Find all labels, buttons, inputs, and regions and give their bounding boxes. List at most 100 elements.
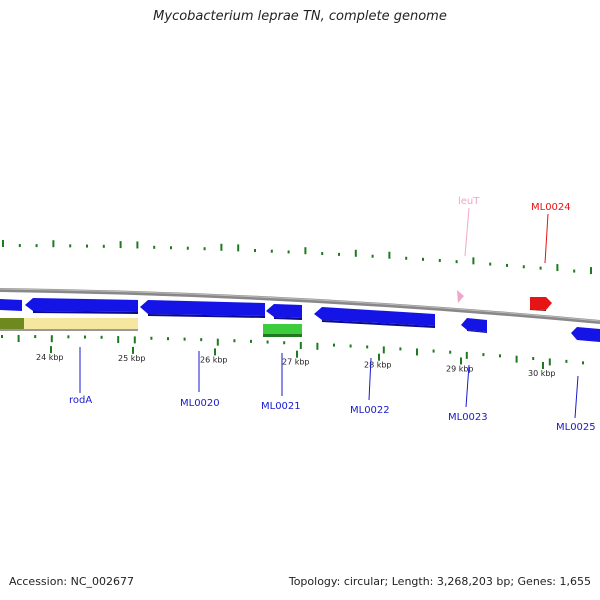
gc-tick	[69, 244, 72, 248]
gc-tick	[203, 247, 206, 251]
gc-tick	[167, 337, 169, 341]
gc-tick	[366, 345, 369, 349]
gc-tick	[321, 252, 324, 256]
gc-tick	[84, 335, 86, 339]
gc-tick	[102, 244, 105, 248]
feature-leuT[interactable]	[457, 290, 464, 303]
gc-tick	[200, 338, 203, 342]
genome-backbone-highlight	[0, 288, 600, 322]
feature-rodA[interactable]	[25, 298, 138, 314]
gc-tick	[388, 251, 391, 259]
gene-label-ML0022[interactable]: ML0022	[350, 405, 390, 416]
genome-stats: Topology: circular; Length: 3,268,203 bp…	[288, 575, 591, 588]
gc-tick	[405, 256, 408, 260]
gc-tick	[382, 346, 385, 354]
map-title: Mycobacterium leprae TN, complete genome	[153, 9, 447, 24]
feature-cds-left-edge[interactable]	[0, 299, 22, 311]
gc-tick	[170, 246, 172, 250]
gc-tick	[270, 249, 273, 253]
gc-tick	[183, 337, 186, 341]
label-leader-line	[465, 364, 470, 408]
gc-tick	[316, 342, 319, 350]
feature-ML0023[interactable]	[461, 318, 487, 333]
gc-tick	[399, 347, 402, 351]
gc-tick	[506, 263, 508, 267]
scale-tick	[132, 346, 134, 354]
gc-tick	[333, 343, 335, 347]
gc-tick	[371, 254, 374, 258]
gc-tick-row-inner	[1, 335, 584, 366]
gc-tick	[422, 257, 424, 261]
scale-tick	[542, 361, 544, 369]
gc-tick	[548, 358, 551, 366]
gc-tick	[119, 241, 122, 249]
gc-tick	[254, 249, 256, 253]
gc-tick	[17, 335, 20, 343]
gc-tick	[133, 336, 136, 344]
gc-tick	[489, 262, 492, 266]
gc-tick	[100, 335, 103, 339]
gc-tick	[515, 355, 518, 363]
gc-tick	[573, 269, 576, 273]
feature-labels: leuT ML0024 rodA ML0020 ML0021 ML0022 ML0023 ML…	[69, 196, 596, 433]
gc-tick	[86, 244, 88, 248]
region-track	[0, 318, 138, 331]
gc-tick	[338, 252, 340, 256]
feature-ML0022[interactable]	[314, 307, 435, 328]
gc-tick	[532, 357, 535, 361]
gc-tick	[52, 240, 55, 248]
gc-tick	[465, 351, 468, 359]
label-leader-line	[544, 213, 549, 264]
gc-tick	[449, 350, 452, 354]
scale-tick-label: 30 kbp	[528, 369, 556, 378]
scale-tick-label: 27 kbp	[282, 358, 310, 367]
feature-ML0021-misc[interactable]	[263, 324, 302, 337]
feature-ML0021-cds[interactable]	[266, 304, 302, 320]
gc-tick	[250, 339, 252, 343]
scale-tick	[460, 357, 462, 365]
gc-tick	[432, 349, 435, 353]
gc-tick	[354, 249, 357, 257]
label-leader-line	[464, 207, 470, 257]
gc-tick	[67, 335, 70, 339]
gc-tick	[539, 266, 542, 270]
gc-tick	[117, 336, 120, 344]
feature-ML0025[interactable]	[571, 327, 600, 342]
gc-tick	[18, 244, 21, 248]
gene-label-leuT[interactable]: leuT	[458, 196, 480, 207]
gene-label-ML0020[interactable]: ML0020	[180, 398, 220, 409]
feature-ML0024[interactable]	[530, 297, 552, 310]
gc-tick	[482, 353, 485, 357]
gc-tick	[472, 257, 475, 265]
gene-label-ML0024[interactable]: ML0024	[531, 202, 571, 213]
gc-tick	[416, 348, 418, 356]
genome-backbone	[0, 288, 600, 324]
gene-label-ML0025[interactable]: ML0025	[556, 422, 596, 433]
gc-tick	[2, 240, 4, 248]
gc-tick	[186, 246, 189, 250]
gc-tick	[299, 341, 302, 349]
feature-ML0020[interactable]	[140, 300, 265, 318]
scale-tick-label: 29 kbp	[446, 364, 474, 373]
gc-tick	[153, 245, 156, 249]
gc-tick	[499, 354, 501, 358]
gc-tick	[287, 250, 290, 254]
label-leader-line	[574, 375, 579, 419]
gene-label-rodA[interactable]: rodA	[69, 395, 92, 406]
scale-tick	[296, 350, 298, 358]
scale-tick	[214, 348, 216, 356]
gc-tick	[50, 335, 53, 343]
gc-tick	[565, 359, 568, 363]
scale-tick-label: 24 kbp	[36, 353, 64, 362]
gc-tick	[283, 341, 286, 345]
gc-tick	[35, 244, 38, 248]
gc-tick	[349, 344, 352, 348]
scale-tick-label: 26 kbp	[200, 355, 228, 364]
gene-label-ML0023[interactable]: ML0023	[448, 412, 488, 423]
scale-tick-label: 25 kbp	[118, 354, 146, 363]
gene-label-ML0021[interactable]: ML0021	[261, 401, 301, 412]
gc-tick	[237, 244, 240, 252]
gc-tick	[590, 267, 592, 275]
gc-tick	[220, 243, 223, 251]
